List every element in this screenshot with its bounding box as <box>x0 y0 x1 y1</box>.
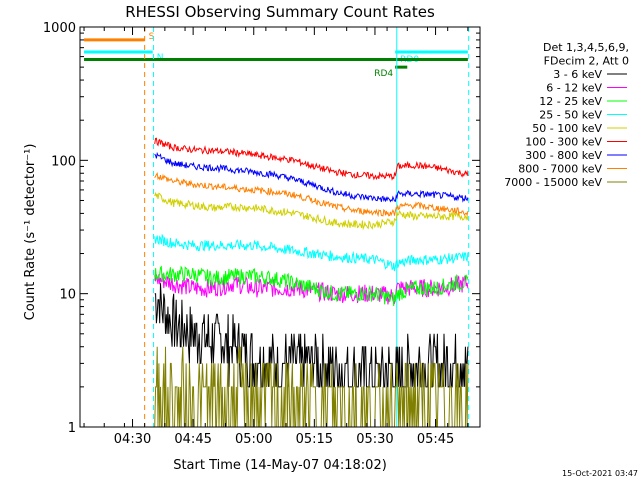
legend-label-6: 300 - 800 keV <box>525 149 602 162</box>
y-tick-label-3: 1000 <box>43 21 76 36</box>
series-line-5 <box>154 137 469 181</box>
legend-label-3: 25 - 50 keV <box>539 109 602 122</box>
x-tick-label-1: 04:45 <box>174 432 211 447</box>
plot-frame <box>79 26 481 428</box>
series-line-2 <box>154 265 469 307</box>
legend-header-1: FDecim 2, Att 0 <box>544 55 629 68</box>
timestamp: 15-Oct-2021 03:47 <box>562 469 638 478</box>
legend-label-0: 3 - 6 keV <box>553 68 602 81</box>
legend-label-1: 6 - 12 keV <box>546 82 602 95</box>
flag-label-3: RD4 <box>374 69 393 79</box>
chart-title: RHESSI Observing Summary Count Rates <box>125 3 435 21</box>
y-axis-label: Count Rate (s⁻¹ detector⁻¹) <box>23 144 38 321</box>
y-tick-label-1: 10 <box>59 288 76 303</box>
legend-label-2: 12 - 25 keV <box>539 95 602 108</box>
flag-label-1: N <box>157 53 164 63</box>
axes: 1 10 100 1000 04:30 04:45 05:00 05:15 05:30 05:45 <box>43 21 481 447</box>
series-lines <box>154 137 469 428</box>
x-tick-label-2: 05:00 <box>235 432 272 447</box>
x-tick-label-5: 05:45 <box>417 432 454 447</box>
x-axis-label: Start Time (14-May-07 04:18:02) <box>173 458 387 473</box>
flag-bars: SNRD0RD4 <box>84 32 468 79</box>
legend-label-7: 800 - 7000 keV <box>518 163 602 176</box>
series-line-6 <box>154 151 469 203</box>
y-tick-label-0: 1 <box>68 421 76 436</box>
legend-label-4: 50 - 100 keV <box>532 122 602 135</box>
series-line-8 <box>154 346 469 428</box>
series-line-7 <box>154 172 469 218</box>
legend-label-5: 100 - 300 keV <box>525 136 602 149</box>
x-tick-label-3: 05:15 <box>296 432 333 447</box>
y-tick-label-2: 100 <box>51 154 76 169</box>
legend-label-8: 7000 - 15000 keV <box>504 176 602 189</box>
legend: Det 1,3,4,5,6,9,FDecim 2, Att 03 - 6 keV… <box>504 41 629 189</box>
legend-header-0: Det 1,3,4,5,6,9, <box>543 41 629 54</box>
x-tick-label-0: 04:30 <box>114 432 151 447</box>
x-tick-label-4: 05:30 <box>356 432 393 447</box>
flag-label-0: S <box>149 32 155 42</box>
series-line-4 <box>154 191 469 231</box>
series-line-3 <box>154 233 469 272</box>
